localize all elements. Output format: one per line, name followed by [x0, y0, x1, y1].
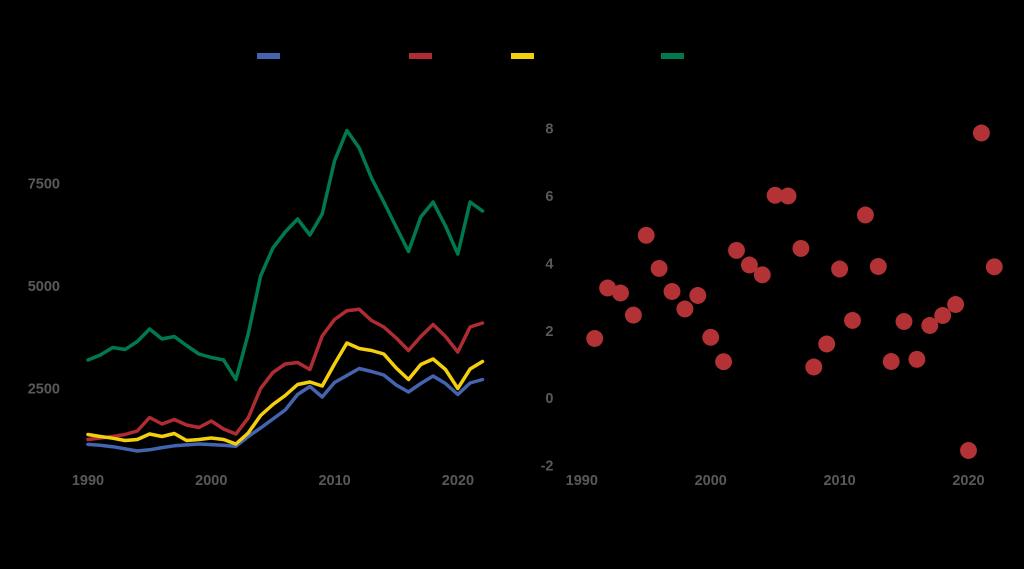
- svg-text:1990: 1990: [72, 473, 104, 489]
- svg-text:2020: 2020: [442, 473, 474, 489]
- svg-text:2010: 2010: [318, 473, 350, 489]
- svg-text:7500: 7500: [28, 177, 60, 193]
- svg-text:6: 6: [545, 189, 553, 205]
- svg-text:5000: 5000: [28, 279, 60, 295]
- svg-text:2500: 2500: [28, 382, 60, 398]
- svg-text:-2: -2: [541, 459, 554, 475]
- svg-text:4: 4: [545, 256, 553, 272]
- svg-text:2000: 2000: [195, 473, 227, 489]
- svg-text:2: 2: [545, 324, 553, 340]
- svg-text:1990: 1990: [566, 473, 598, 489]
- svg-text:2020: 2020: [952, 473, 984, 489]
- svg-text:8: 8: [545, 122, 553, 138]
- svg-text:2000: 2000: [695, 473, 727, 489]
- svg-text:2010: 2010: [823, 473, 855, 489]
- svg-text:0: 0: [545, 391, 553, 407]
